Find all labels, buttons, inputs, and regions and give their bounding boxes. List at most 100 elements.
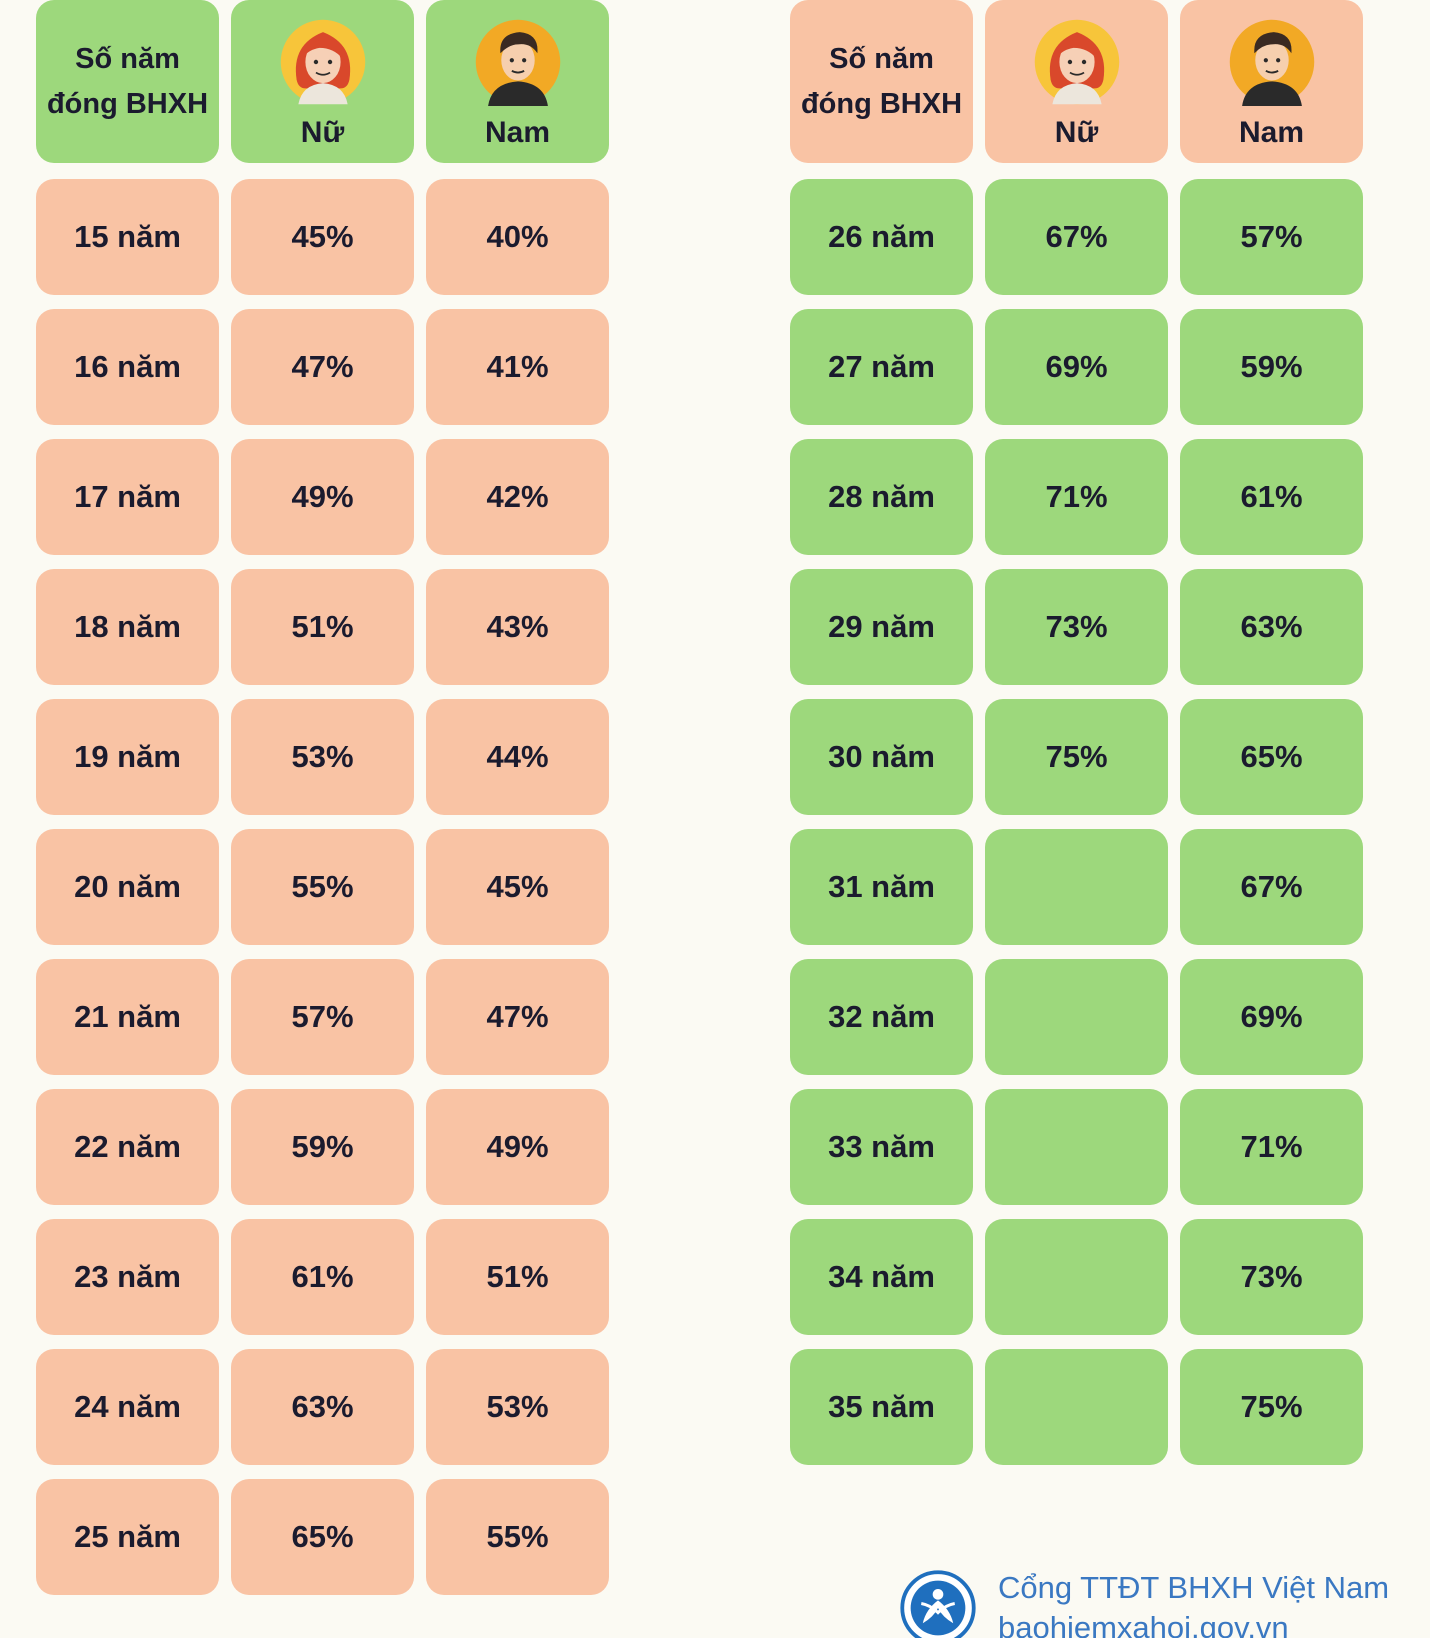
male-rate-cell: 41%: [426, 309, 609, 425]
male-rate-cell: 43%: [426, 569, 609, 685]
table-row: 22 năm 59% 49%: [36, 1089, 609, 1205]
table-row: 18 năm 51% 43%: [36, 569, 609, 685]
table-row: 25 năm 65% 55%: [36, 1479, 609, 1595]
table-row: 15 năm 45% 40%: [36, 179, 609, 295]
female-rate-cell: 51%: [231, 569, 414, 685]
right-table: Số năm đóng BHXH Nữ: [790, 0, 1363, 1479]
female-rate-cell: 73%: [985, 569, 1168, 685]
table-row: 17 năm 49% 42%: [36, 439, 609, 555]
years-cell: 34 năm: [790, 1219, 973, 1335]
female-rate-cell: 59%: [231, 1089, 414, 1205]
table-row: 35 năm 75%: [790, 1349, 1363, 1465]
female-rate-cell: [985, 959, 1168, 1075]
male-rate-cell: 49%: [426, 1089, 609, 1205]
right-table-header: Số năm đóng BHXH Nữ: [790, 0, 1363, 163]
footer-source-name: Cổng TTĐT BHXH Việt Nam: [998, 1570, 1390, 1605]
years-cell: 27 năm: [790, 309, 973, 425]
years-cell: 26 năm: [790, 179, 973, 295]
male-rate-cell: 75%: [1180, 1349, 1363, 1465]
male-header-cell: Nam: [1180, 0, 1363, 163]
female-rate-cell: [985, 1089, 1168, 1205]
years-cell: 22 năm: [36, 1089, 219, 1205]
table-row: 16 năm 47% 41%: [36, 309, 609, 425]
years-cell: 20 năm: [36, 829, 219, 945]
years-cell: 17 năm: [36, 439, 219, 555]
male-rate-cell: 69%: [1180, 959, 1363, 1075]
years-header-line2: đóng BHXH: [46, 87, 209, 120]
female-rate-cell: 65%: [231, 1479, 414, 1595]
footer-text: Cổng TTĐT BHXH Việt Nam baohiemxahoi.gov…: [998, 1568, 1389, 1638]
table-row: 30 năm 75% 65%: [790, 699, 1363, 815]
table-row: 31 năm 67%: [790, 829, 1363, 945]
left-table: Số năm đóng BHXH Nữ: [36, 0, 609, 1609]
female-header-label: Nữ: [1054, 116, 1099, 149]
years-header-cell: Số năm đóng BHXH: [36, 0, 219, 163]
years-header-line1: Số năm: [829, 42, 934, 75]
female-rate-cell: 45%: [231, 179, 414, 295]
years-cell: 32 năm: [790, 959, 973, 1075]
bhxh-logo-icon: [900, 1570, 976, 1638]
footer-source-url[interactable]: baohiemxahoi.gov.vn: [998, 1610, 1289, 1638]
table-row: 24 năm 63% 53%: [36, 1349, 609, 1465]
table-row: 27 năm 69% 59%: [790, 309, 1363, 425]
male-rate-cell: 40%: [426, 179, 609, 295]
table-row: 32 năm 69%: [790, 959, 1363, 1075]
male-header-label: Nam: [484, 116, 551, 149]
male-rate-cell: 57%: [1180, 179, 1363, 295]
female-rate-cell: 63%: [231, 1349, 414, 1465]
male-rate-cell: 61%: [1180, 439, 1363, 555]
years-cell: 16 năm: [36, 309, 219, 425]
male-rate-cell: 65%: [1180, 699, 1363, 815]
table-row: 23 năm 61% 51%: [36, 1219, 609, 1335]
female-rate-cell: 55%: [231, 829, 414, 945]
female-avatar-icon: [280, 19, 365, 105]
male-rate-cell: 44%: [426, 699, 609, 815]
years-cell: 29 năm: [790, 569, 973, 685]
male-header-label: Nam: [1238, 116, 1305, 149]
male-rate-cell: 73%: [1180, 1219, 1363, 1335]
female-rate-cell: 47%: [231, 309, 414, 425]
male-rate-cell: 63%: [1180, 569, 1363, 685]
years-cell: 35 năm: [790, 1349, 973, 1465]
male-rate-cell: 71%: [1180, 1089, 1363, 1205]
male-rate-cell: 42%: [426, 439, 609, 555]
male-rate-cell: 59%: [1180, 309, 1363, 425]
source-footer: Cổng TTĐT BHXH Việt Nam baohiemxahoi.gov…: [900, 1568, 1389, 1638]
table-row: 20 năm 55% 45%: [36, 829, 609, 945]
female-header-cell: Nữ: [231, 0, 414, 163]
years-cell: 19 năm: [36, 699, 219, 815]
table-row: 21 năm 57% 47%: [36, 959, 609, 1075]
years-header-cell: Số năm đóng BHXH: [790, 0, 973, 163]
female-rate-cell: 75%: [985, 699, 1168, 815]
female-avatar-icon: [1034, 19, 1119, 105]
table-row: 34 năm 73%: [790, 1219, 1363, 1335]
male-avatar-icon: [475, 19, 560, 106]
table-row: 28 năm 71% 61%: [790, 439, 1363, 555]
female-rate-cell: 71%: [985, 439, 1168, 555]
female-header-cell: Nữ: [985, 0, 1168, 163]
years-cell: 21 năm: [36, 959, 219, 1075]
years-cell: 18 năm: [36, 569, 219, 685]
years-header-line1: Số năm: [75, 42, 180, 75]
female-rate-cell: [985, 1349, 1168, 1465]
table-row: 33 năm 71%: [790, 1089, 1363, 1205]
years-cell: 30 năm: [790, 699, 973, 815]
female-rate-cell: 57%: [231, 959, 414, 1075]
years-cell: 28 năm: [790, 439, 973, 555]
years-cell: 24 năm: [36, 1349, 219, 1465]
years-cell: 33 năm: [790, 1089, 973, 1205]
male-rate-cell: 51%: [426, 1219, 609, 1335]
male-rate-cell: 55%: [426, 1479, 609, 1595]
male-rate-cell: 47%: [426, 959, 609, 1075]
table-row: 19 năm 53% 44%: [36, 699, 609, 815]
years-cell: 31 năm: [790, 829, 973, 945]
years-cell: 15 năm: [36, 179, 219, 295]
female-rate-cell: [985, 1219, 1168, 1335]
male-rate-cell: 45%: [426, 829, 609, 945]
left-table-header: Số năm đóng BHXH Nữ: [36, 0, 609, 163]
male-avatar-icon: [1229, 19, 1314, 106]
female-rate-cell: 67%: [985, 179, 1168, 295]
female-header-label: Nữ: [300, 116, 345, 149]
female-rate-cell: 69%: [985, 309, 1168, 425]
